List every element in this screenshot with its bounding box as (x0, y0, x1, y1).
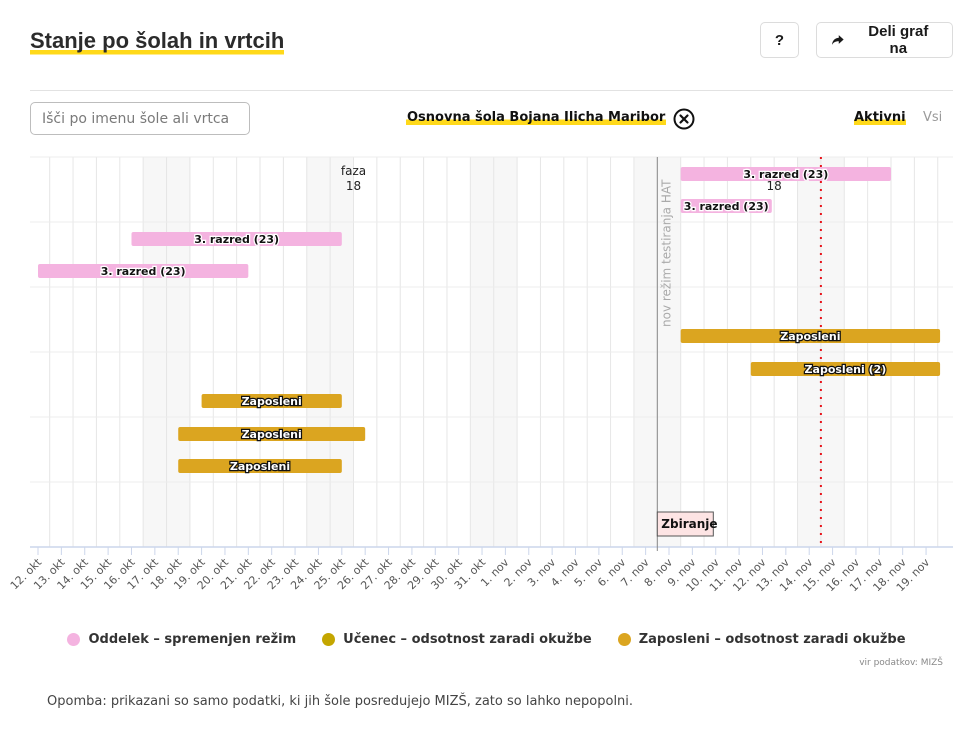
gantt-bar-zaposleni (178, 427, 366, 441)
flag-label: Zbiranje (661, 517, 717, 531)
legend-dot-icon (617, 633, 631, 646)
annotation-text: 18 (346, 179, 361, 193)
filter-active-toggle[interactable]: Aktivni (854, 110, 906, 125)
gantt-bar-label: Zaposleni (230, 460, 290, 473)
gantt-bar-zaposleni (680, 329, 941, 343)
footnote: Opomba: prikazani so samo podatki, ki ji… (47, 694, 634, 709)
annotation-text: 18 (767, 179, 782, 193)
legend-item-zaposleni[interactable]: Zaposleni – odsotnost zaradi okužbe (617, 632, 906, 647)
gantt-bar-zaposleni (178, 459, 342, 473)
data-source: vir podatkov: MIZŠ (859, 658, 943, 668)
legend-item-ucenec[interactable]: Učenec – odsotnost zaradi okužbe (322, 632, 592, 647)
gantt-bar-label: Zaposleni (242, 395, 302, 408)
gantt-bar-label: Zaposleni (242, 428, 302, 441)
gantt-bar-label: Zaposleni (780, 330, 840, 343)
search-input[interactable] (30, 102, 250, 135)
header-divider (30, 90, 953, 91)
legend-label: Zaposleni – odsotnost zaradi okužbe (638, 632, 906, 647)
share-button-label: Deli graf na (868, 23, 929, 57)
share-arrow-icon (831, 35, 844, 45)
legend-label: Oddelek – spremenjen režim (88, 632, 297, 647)
gantt-bar-label: 3. razred (23) (101, 265, 186, 278)
close-circle-icon[interactable] (673, 108, 695, 130)
legend-label: Učenec – odsotnost zaradi okužbe (343, 632, 592, 647)
filter-all-toggle[interactable]: Vsi (923, 110, 943, 125)
gantt-bar-oddelek (680, 167, 892, 181)
flag-box (656, 511, 714, 537)
gantt-bar-zaposleni (201, 394, 342, 408)
gantt-bar-oddelek (680, 199, 772, 213)
gantt-bar-label: 3. razred (23) (743, 168, 828, 181)
gantt-bar-oddelek (131, 232, 342, 246)
help-button[interactable]: ? (760, 22, 799, 58)
gantt-bar-oddelek (38, 264, 249, 278)
page-title: Stanje po šolah in vrtcih (30, 28, 285, 56)
annotation-text: faza (341, 164, 366, 178)
legend-dot-icon (322, 633, 336, 646)
gantt-bar-label: 3. razred (23) (684, 200, 769, 213)
selected-school-label: Osnovna šola Bojana Ilicha Maribor (406, 110, 667, 125)
legend: Oddelek – spremenjen režim Učenec – odso… (0, 632, 973, 647)
gantt-bar-label: 3. razred (23) (194, 233, 279, 246)
event-line-label: nov režim testiranja HAT (659, 179, 673, 327)
gantt-bar-zaposleni (750, 362, 941, 376)
legend-item-oddelek[interactable]: Oddelek – spremenjen režim (67, 632, 296, 647)
legend-dot-icon (67, 633, 81, 646)
share-button[interactable]: Deli graf na (816, 22, 953, 58)
gantt-bar-label: Zaposleni (2) (805, 363, 887, 376)
